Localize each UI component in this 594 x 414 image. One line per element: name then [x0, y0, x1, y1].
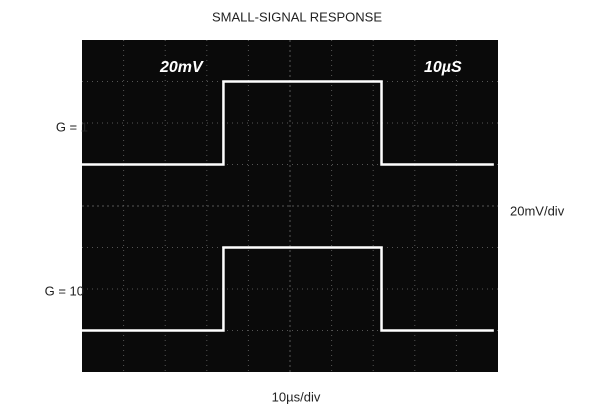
- screen-label: 20mV: [159, 59, 204, 76]
- screen-label: 10µS: [424, 59, 462, 76]
- series-label: G = 1: [56, 119, 88, 134]
- y-axis-label: 20mV/div: [510, 203, 565, 218]
- series-label: G = 10: [45, 283, 84, 298]
- x-axis-label: 10µs/div: [272, 389, 321, 404]
- chart-title: SMALL-SIGNAL RESPONSE: [212, 9, 382, 24]
- chart: SMALL-SIGNAL RESPONSE 20mV 10µS 10µs/div…: [0, 0, 594, 414]
